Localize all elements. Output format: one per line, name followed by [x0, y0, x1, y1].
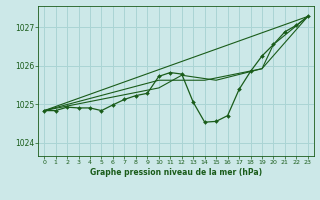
X-axis label: Graphe pression niveau de la mer (hPa): Graphe pression niveau de la mer (hPa)	[90, 168, 262, 177]
